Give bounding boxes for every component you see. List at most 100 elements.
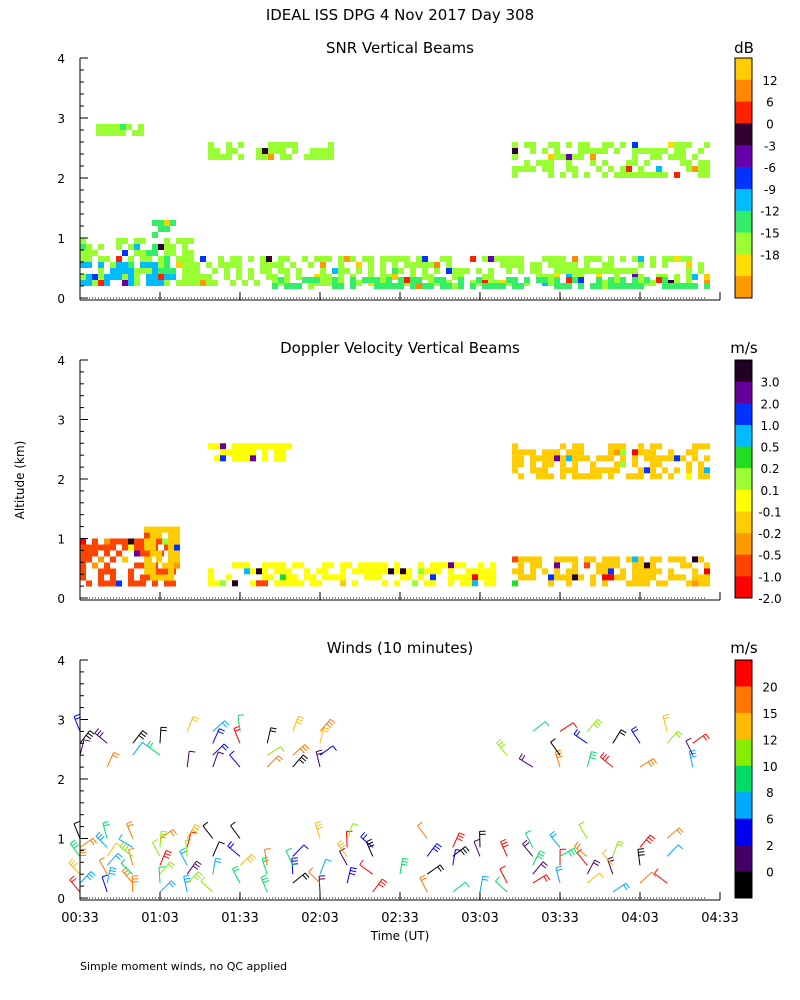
heatmap-cell [530, 166, 536, 172]
heatmap-cell [238, 562, 244, 569]
heatmap-cell [410, 283, 416, 289]
heatmap-cell [524, 556, 530, 563]
heatmap-cell [572, 568, 578, 575]
heatmap-cell [704, 160, 710, 166]
wind-barb-flag [589, 756, 596, 760]
heatmap-cell [338, 277, 344, 283]
heatmap-cell [380, 262, 386, 268]
heatmap-cell [320, 268, 326, 274]
heatmap-cell [238, 449, 244, 456]
heatmap-cell [680, 142, 686, 148]
wind-barb-flag [576, 730, 581, 737]
heatmap-cell [518, 461, 524, 468]
wind-barb-flag [96, 730, 102, 736]
heatmap-cell [674, 574, 680, 581]
heatmap-cell [614, 443, 620, 450]
heatmap-cell [158, 262, 164, 268]
wind-barb-flag [113, 751, 120, 756]
heatmap-cell [650, 449, 656, 456]
colorbar-frame [734, 659, 753, 899]
wind-barb-flag [593, 723, 599, 729]
wind-barb-flag [325, 858, 332, 862]
heatmap-cell [164, 244, 170, 250]
heatmap-cell [410, 268, 416, 274]
colorbar-swatch [735, 554, 752, 577]
heatmap-cell [280, 568, 286, 575]
wind-barb-flag [545, 721, 550, 727]
wind-barb [666, 827, 680, 839]
heatmap-cell [512, 449, 518, 456]
wind-barb-flag [119, 841, 124, 848]
heatmap-cell [656, 277, 662, 283]
wind-barb [260, 877, 268, 893]
wind-barb-flag [315, 823, 322, 827]
heatmap-cell [692, 556, 698, 563]
wind-barb-flag [308, 867, 314, 873]
heatmap-cell [218, 262, 224, 268]
wind-barb [212, 841, 220, 857]
heatmap-cell [650, 280, 656, 286]
heatmap-cell [686, 268, 692, 274]
heatmap-cell [472, 580, 478, 587]
heatmap-cell [164, 220, 170, 226]
heatmap-cell [656, 154, 662, 160]
heatmap-cell [98, 268, 104, 274]
heatmap-cell [638, 449, 644, 456]
heatmap-cell [644, 449, 650, 456]
wind-barb-flag [595, 721, 601, 726]
heatmap-cell [332, 268, 338, 274]
heatmap-cell [138, 130, 144, 136]
heatmap-cell [182, 256, 188, 262]
heatmap-cell [104, 580, 110, 587]
heatmap-cell [704, 473, 710, 480]
colorbar-swatch [735, 489, 752, 512]
heatmap-cell [266, 274, 272, 280]
heatmap-cell [632, 172, 638, 178]
heatmap-cell [280, 455, 286, 462]
heatmap-cell [674, 274, 680, 280]
heatmap-cell [182, 268, 188, 274]
heatmap-cell [440, 256, 446, 262]
wind-barb-flag [457, 835, 464, 839]
heatmap-cell [692, 574, 698, 581]
wind-barb [601, 852, 614, 866]
wind-barb-flag [138, 735, 145, 740]
heatmap-cell [326, 256, 332, 262]
heatmap-cell [212, 268, 218, 274]
heatmap-cell [86, 550, 92, 557]
wind-barb-flag [191, 718, 198, 723]
wind-barb [308, 871, 321, 884]
heatmap-cell [122, 538, 128, 545]
heatmap-cell [554, 455, 560, 462]
heatmap-cell [596, 467, 602, 474]
heatmap-cell [110, 556, 116, 563]
heatmap-cell [566, 568, 572, 575]
wind-barb-flag [434, 845, 441, 850]
heatmap-cell [214, 455, 220, 462]
wind-barb [692, 733, 706, 744]
heatmap-cell [590, 461, 596, 468]
heatmap-cell [170, 274, 176, 280]
x-tick-label: 01:33 [221, 911, 258, 926]
heatmap-cell [250, 449, 256, 456]
wind-barb [637, 849, 641, 866]
wind-barb [185, 840, 188, 857]
heatmap-cell [292, 562, 298, 569]
wind-barb-flag [190, 831, 197, 834]
colorbar-label: 12 [762, 74, 777, 88]
heatmap-cell [656, 166, 662, 172]
heatmap-cell [440, 277, 446, 283]
heatmap-cell [454, 562, 460, 569]
wind-barb-flag [120, 858, 126, 864]
wind-barb-flag [456, 837, 463, 842]
heatmap-cell [296, 274, 302, 280]
heatmap-cell [614, 268, 620, 274]
heatmap-cell [188, 280, 194, 286]
heatmap-cell [518, 256, 524, 262]
heatmap-cell [596, 455, 602, 462]
heatmap-cell [566, 449, 572, 456]
heatmap-cell [632, 142, 638, 148]
heatmap-cell [542, 467, 548, 474]
wind-barb-flag [524, 842, 530, 847]
wind-barb-flag [193, 875, 199, 881]
